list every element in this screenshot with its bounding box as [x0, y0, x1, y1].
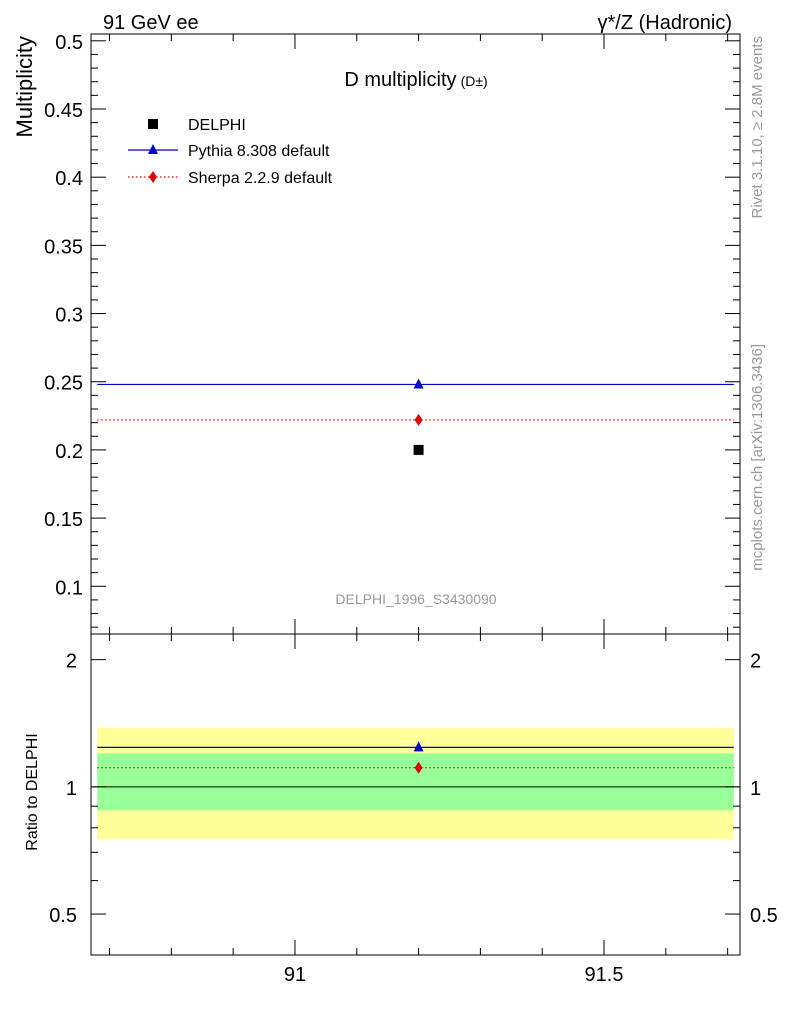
ratio-panel-frame: [90, 633, 741, 956]
legend-label-pythia: Pythia 8.308 default: [188, 143, 330, 160]
legend-label-sherpa: Sherpa 2.2.9 default: [188, 170, 333, 187]
legend: DELPHI Pythia 8.308 default Sherpa 2.2.9…: [128, 117, 333, 187]
ratio-panel: 0.5 0.5 1 1 2 2 91 91.5 Ratio to DELPHI: [24, 633, 778, 986]
rivet-side-label: Rivet 3.1.10, ≥ 2.8M events: [749, 36, 766, 219]
legend-marker-pythia: [148, 144, 158, 154]
x-tick-label: 91.5: [585, 964, 624, 986]
main-series-layer: [97, 378, 734, 455]
main-y-tick-label: 0.1: [55, 577, 83, 599]
main-y-tick-label: 0.45: [44, 100, 83, 122]
data-point-pythia: [413, 378, 424, 389]
main-y-axis: 0.1 0.15 0.2 0.25 0.3 0.35 0.4 0.45 0.5: [44, 32, 740, 628]
data-point-sherpa: [414, 413, 423, 426]
legend-label-delphi: DELPHI: [188, 117, 246, 134]
process-label: γ*/Z (Hadronic): [598, 12, 732, 34]
chart-title: D multiplicity (D±): [344, 69, 487, 91]
ratio-y-tick-label: 2: [66, 651, 77, 673]
ratio-band-inner: [97, 753, 734, 811]
main-y-tick-label: 0.2: [55, 441, 83, 463]
data-point-delphi: [413, 444, 424, 455]
x-tick-label: 91: [284, 964, 306, 986]
energy-label: 91 GeV ee: [103, 12, 199, 34]
main-y-tick-label: 0.4: [55, 168, 83, 190]
ratio-y-tick-label-right: 0.5: [750, 905, 778, 927]
ratio-x-axis: 91 91.5: [109, 634, 729, 986]
main-x-ticks: [109, 34, 729, 634]
main-y-tick-label: 0.35: [44, 236, 83, 258]
main-y-tick-label: 0.3: [55, 305, 83, 327]
ratio-y-axis: 0.5 0.5 1 1 2 2: [49, 651, 778, 956]
chart-title-main: D multiplicity: [344, 69, 456, 91]
main-y-tick-label: 0.25: [44, 373, 83, 395]
main-y-tick-label: 0.5: [55, 32, 83, 54]
ratio-y-tick-label: 0.5: [49, 905, 77, 927]
mcplots-side-label: mcplots.cern.ch [arXiv:1306.3436]: [749, 344, 766, 571]
ratio-series-layer: [97, 741, 734, 774]
analysis-watermark: DELPHI_1996_S3430090: [335, 591, 496, 607]
ratio-point-sherpa: [414, 761, 423, 774]
ratio-bands: [91, 727, 740, 840]
legend-marker-delphi: [148, 119, 158, 129]
ratio-y-tick-label: 1: [66, 778, 77, 800]
main-y-tick-label: 0.15: [44, 509, 83, 531]
ratio-point-pythia: [413, 741, 424, 752]
ratio-y-tick-label-right: 2: [750, 651, 761, 673]
legend-marker-sherpa: [149, 171, 157, 183]
chart-title-suffix: (D±): [461, 73, 488, 89]
main-panel: 0.1 0.15 0.2 0.25 0.3 0.35 0.4 0.45 0.5 Multipli…: [12, 32, 741, 635]
ratio-y-axis-label: Ratio to DELPHI: [24, 733, 41, 850]
main-y-axis-label: Multiplicity: [12, 36, 37, 137]
ratio-y-tick-label-right: 1: [750, 778, 761, 800]
